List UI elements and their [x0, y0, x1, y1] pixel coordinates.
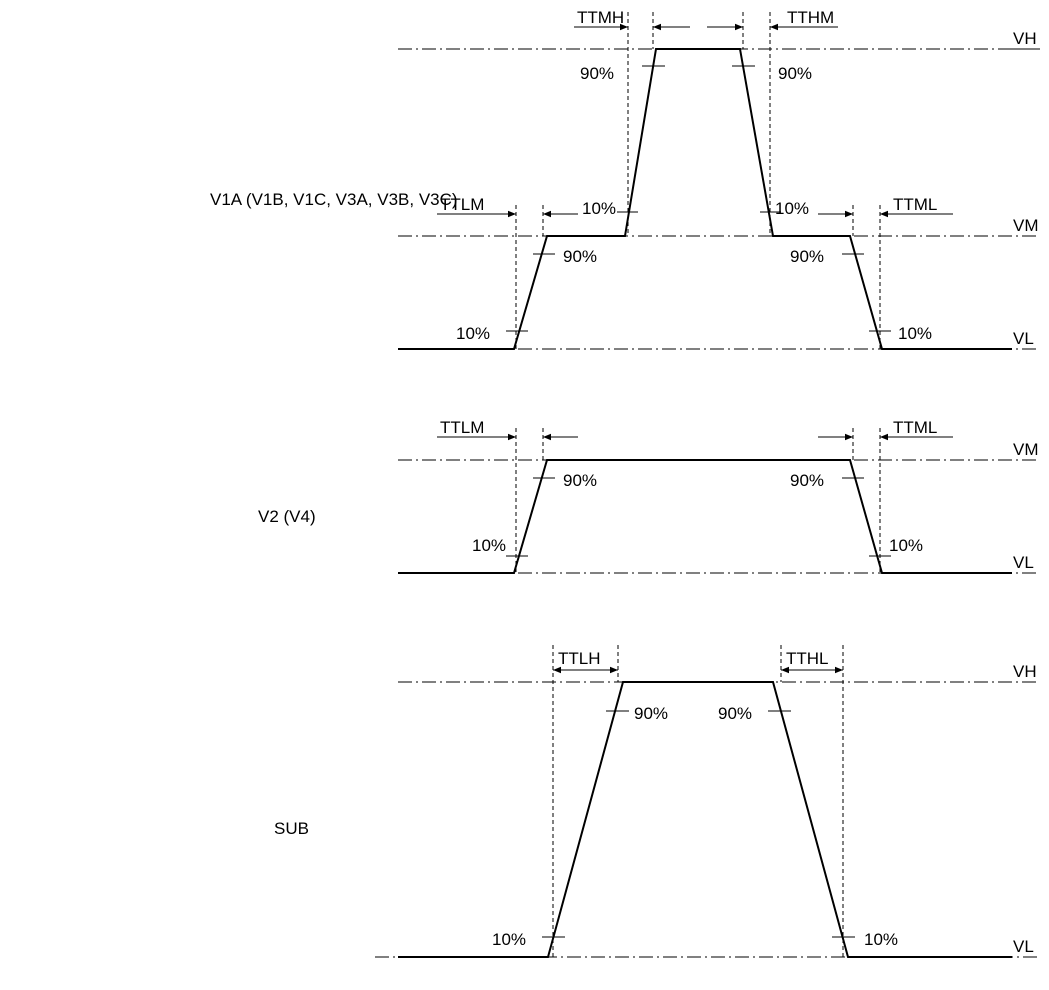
sub-waveform	[398, 681, 1012, 958]
v1a-tthm-label: TTHM	[787, 8, 834, 27]
v1a-vh-label: VH	[1013, 29, 1037, 48]
v2-ttml-label: TTML	[893, 418, 937, 437]
sub-group: SUB VH VL 10% 90% 90% 10% TTLH TTHL	[274, 645, 1040, 958]
v1a-waveform	[398, 48, 1012, 350]
sub-fall-90-label: 90%	[718, 704, 752, 723]
sub-tthl-label: TTHL	[786, 649, 829, 668]
v1a-fall-low-90-label: 90%	[790, 247, 824, 266]
v1a-fall-high-10-label: 10%	[775, 199, 809, 218]
sub-signal-label: SUB	[274, 819, 309, 838]
sub-rise-90-label: 90%	[634, 704, 668, 723]
sub-rise-10-label: 10%	[492, 930, 526, 949]
v1a-vl-label: VL	[1013, 329, 1034, 348]
v1a-ttmh-label: TTMH	[577, 8, 624, 27]
v2-fall-90-label: 90%	[790, 471, 824, 490]
v2-vm-label: VM	[1013, 440, 1039, 459]
v2-vl-label: VL	[1013, 553, 1034, 572]
v2-fall-10-label: 10%	[889, 536, 923, 555]
v2-signal-label: V2 (V4)	[258, 507, 316, 526]
v2-group: V2 (V4) VM VL 10% 90% 90% 10% TTLM TTML	[258, 418, 1040, 574]
sub-fall-10-label: 10%	[864, 930, 898, 949]
v2-rise-90-label: 90%	[563, 471, 597, 490]
v1a-ttml-label: TTML	[893, 195, 937, 214]
v1a-group: V1A (V1B, V1C, V3A, V3B, V3C) VH VM VL 1…	[210, 8, 1040, 350]
v1a-vm-label: VM	[1013, 216, 1039, 235]
v1a-rise-high-10-label: 10%	[582, 199, 616, 218]
v1a-ttlm-label: TTLM	[440, 195, 484, 214]
v1a-fall-low-10-label: 10%	[898, 324, 932, 343]
v1a-rise-low-90-label: 90%	[563, 247, 597, 266]
sub-vl-label: VL	[1013, 937, 1034, 956]
v1a-rise-low-10-label: 10%	[456, 324, 490, 343]
sub-ttlh-label: TTLH	[558, 649, 601, 668]
v2-waveform	[398, 459, 1012, 574]
v1a-fall-high-90-label: 90%	[778, 64, 812, 83]
v1a-rise-high-90-label: 90%	[580, 64, 614, 83]
v2-ttlm-label: TTLM	[440, 418, 484, 437]
v1a-signal-label: V1A (V1B, V1C, V3A, V3B, V3C)	[210, 190, 458, 209]
sub-vh-label: VH	[1013, 662, 1037, 681]
v2-rise-10-label: 10%	[472, 536, 506, 555]
